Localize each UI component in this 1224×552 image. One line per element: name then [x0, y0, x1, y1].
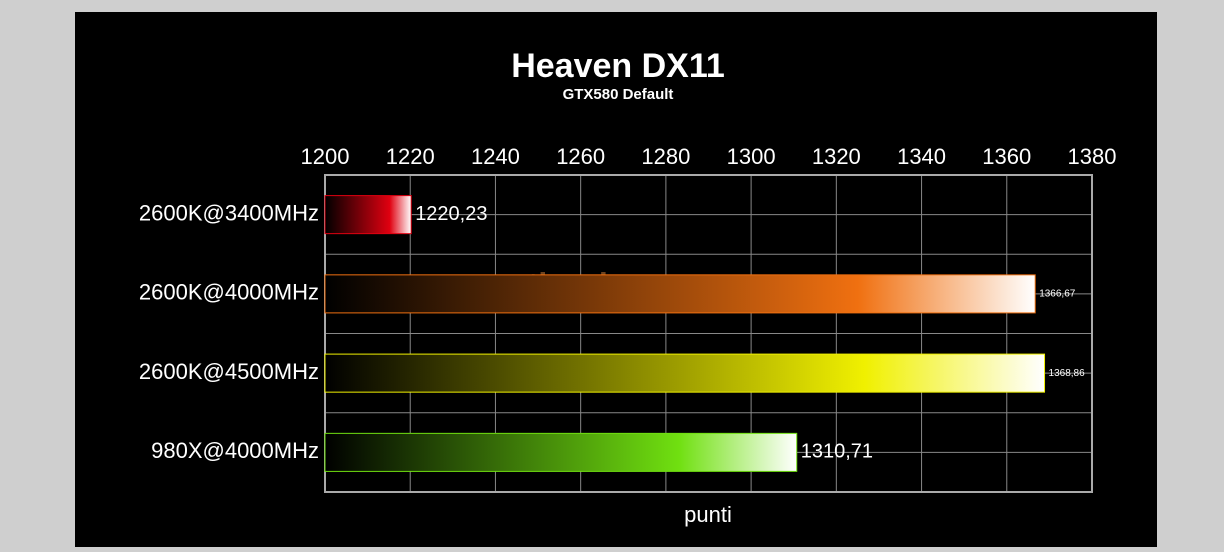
x-tick-label: 1380 — [1068, 144, 1117, 169]
x-tick-label: 1320 — [812, 144, 861, 169]
bar — [324, 432, 798, 472]
y-tick-label: 2600K@4500MHz — [139, 359, 319, 384]
x-tick-label: 1360 — [982, 144, 1031, 169]
value-label: 1366,67 — [1039, 289, 1076, 300]
x-tick-label: 1220 — [386, 144, 435, 169]
chart-subtitle: GTX580 Default — [563, 86, 674, 103]
chart-title: Heaven DX11 — [511, 47, 725, 85]
value-label: 1368,86 — [1049, 368, 1086, 379]
y-tick-label: 980X@4000MHz — [151, 438, 319, 463]
bar — [324, 353, 1046, 393]
x-tick-label: 1300 — [727, 144, 776, 169]
x-tick-label: 1200 — [301, 144, 350, 169]
bar — [324, 195, 412, 235]
x-tick-label: 1340 — [897, 144, 946, 169]
x-tick-label: 1240 — [471, 144, 520, 169]
value-label: 1220,23 — [415, 203, 487, 225]
plot-frame — [324, 174, 1093, 493]
y-tick-label: 2600K@4000MHz — [139, 280, 319, 305]
x-tick-label: 1280 — [641, 144, 690, 169]
value-label: 1310,71 — [801, 441, 873, 463]
bar — [324, 274, 1036, 314]
y-tick-label: 2600K@3400MHz — [139, 200, 319, 225]
x-axis-label: punti — [684, 502, 732, 527]
x-tick-label: 1260 — [556, 144, 605, 169]
